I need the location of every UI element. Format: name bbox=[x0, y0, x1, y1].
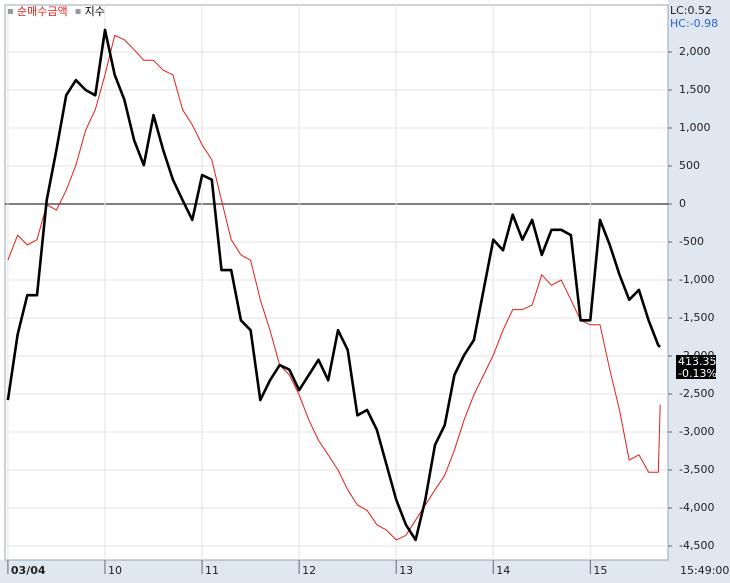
y-tick-label: 0 bbox=[679, 197, 686, 210]
y-axis-panel bbox=[668, 0, 730, 583]
last-change: -0.13% bbox=[678, 367, 717, 380]
x-axis-panel bbox=[0, 560, 730, 583]
y-tick-label: -4,000 bbox=[679, 501, 714, 514]
x-tick-label: 11 bbox=[205, 564, 219, 577]
x-tick-label: 15 bbox=[593, 564, 607, 577]
x-tick-label: 10 bbox=[108, 564, 122, 577]
y-tick-label: -4,500 bbox=[679, 539, 714, 552]
legend-label: 순매수금액 bbox=[17, 5, 68, 18]
y-tick-label: 2,000 bbox=[679, 45, 711, 58]
last-value: 413.35 bbox=[678, 355, 717, 368]
lc-label: LC:0.52 bbox=[670, 4, 712, 17]
lines bbox=[6, 28, 662, 542]
x-tick-label: 13 bbox=[399, 564, 413, 577]
hc-label: HC:-0.98 bbox=[670, 17, 718, 30]
plot-area bbox=[4, 4, 669, 561]
y-tick-label: -1,500 bbox=[679, 311, 714, 324]
legend-label: 지수 bbox=[85, 5, 105, 18]
y-tick-label: -2,500 bbox=[679, 387, 714, 400]
y-tick-label: -500 bbox=[679, 235, 704, 248]
series-line bbox=[7, 34, 661, 541]
series-line bbox=[6, 28, 662, 542]
labels: LC:0.52 HC:-0.98 413.35 -0.13% 15:49:00 … bbox=[8, 4, 729, 577]
y-tick-label: -1,000 bbox=[679, 273, 714, 286]
y-tick-label: 1,000 bbox=[679, 121, 711, 134]
grid bbox=[5, 5, 672, 574]
y-tick-label: 1,500 bbox=[679, 83, 711, 96]
legend-marker bbox=[75, 9, 81, 14]
y-tick-label: -3,000 bbox=[679, 425, 714, 438]
x-tick-label: 12 bbox=[302, 564, 316, 577]
y-tick-label: 500 bbox=[679, 159, 700, 172]
last-value-box bbox=[676, 355, 716, 379]
time-label: 15:49:00 bbox=[680, 564, 729, 577]
y-tick-label: -2,000 bbox=[679, 349, 714, 362]
x-tick-label: 14 bbox=[496, 564, 510, 577]
x-tick-label: 03/04 bbox=[11, 564, 46, 577]
legend-marker bbox=[8, 9, 13, 14]
y-tick-label: -3,500 bbox=[679, 463, 714, 476]
